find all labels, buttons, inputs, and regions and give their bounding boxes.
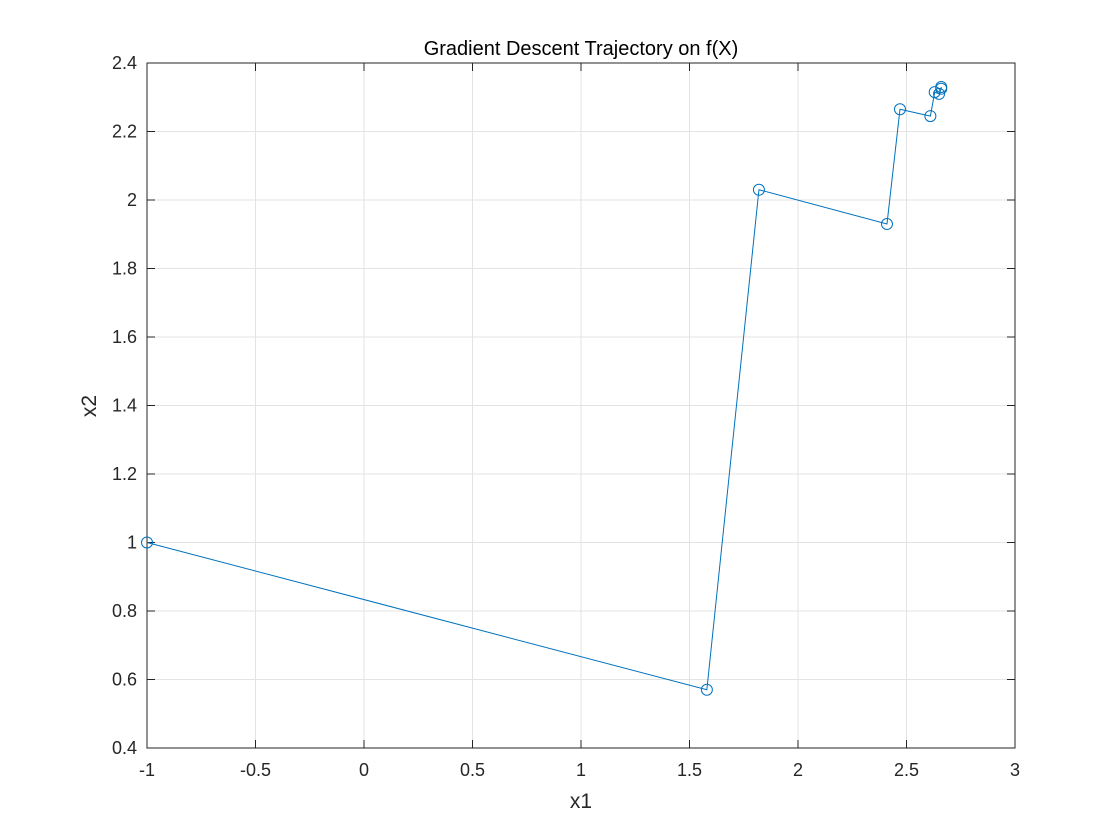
y-tick-label: 1.6 bbox=[112, 327, 137, 347]
y-tick-label: 0.8 bbox=[112, 601, 137, 621]
trajectory-point-7 bbox=[933, 87, 946, 100]
x-tick-labels: -1 -0.5 0 0.5 1 1.5 2 2.5 3 bbox=[139, 760, 1020, 780]
trajectory-point-9 bbox=[935, 80, 948, 93]
grid-lines bbox=[147, 63, 1015, 748]
y-tick-label: 2.4 bbox=[112, 53, 137, 73]
y-tick-label: 1 bbox=[127, 533, 137, 553]
axes-box bbox=[146, 62, 1016, 749]
y-tick-label: 0.4 bbox=[112, 738, 137, 758]
y-tick-label: 2.2 bbox=[112, 122, 137, 142]
x-tick-label: -0.5 bbox=[240, 760, 271, 780]
y-tick-label: 1.2 bbox=[112, 464, 137, 484]
y-tick-label: 0.6 bbox=[112, 670, 137, 690]
trajectory-point-1 bbox=[700, 683, 713, 696]
x-tick-label: 0.5 bbox=[460, 760, 485, 780]
trajectory-point-0 bbox=[141, 536, 153, 549]
y-tick-label: 1.4 bbox=[112, 396, 137, 416]
trajectory-series bbox=[141, 80, 948, 696]
trajectory-point-2 bbox=[752, 183, 765, 196]
x-tick-label: 2 bbox=[793, 760, 803, 780]
y-axis-label: x2 bbox=[78, 395, 101, 417]
x-tick-label: 1.5 bbox=[677, 760, 702, 780]
x-axis-label: x1 bbox=[570, 790, 592, 813]
y-tick-labels: 0.4 0.6 0.8 1 1.2 1.4 1.6 1.8 2 2.2 2.4 bbox=[112, 53, 137, 758]
trajectory-point-3 bbox=[880, 217, 893, 230]
y-tick-label: 2 bbox=[127, 190, 137, 210]
y-tick-label: 1.8 bbox=[112, 259, 137, 279]
trajectory-point-4 bbox=[893, 103, 906, 116]
x-tick-label: 1 bbox=[576, 760, 586, 780]
x-tick-label: 3 bbox=[1010, 760, 1020, 780]
chart-title: Gradient Descent Trajectory on f(X) bbox=[424, 38, 739, 60]
x-tick-label: 2.5 bbox=[894, 760, 919, 780]
x-tick-label: -1 bbox=[139, 760, 155, 780]
x-tick-label: 0 bbox=[359, 760, 369, 780]
trajectory-point-5 bbox=[924, 110, 937, 123]
